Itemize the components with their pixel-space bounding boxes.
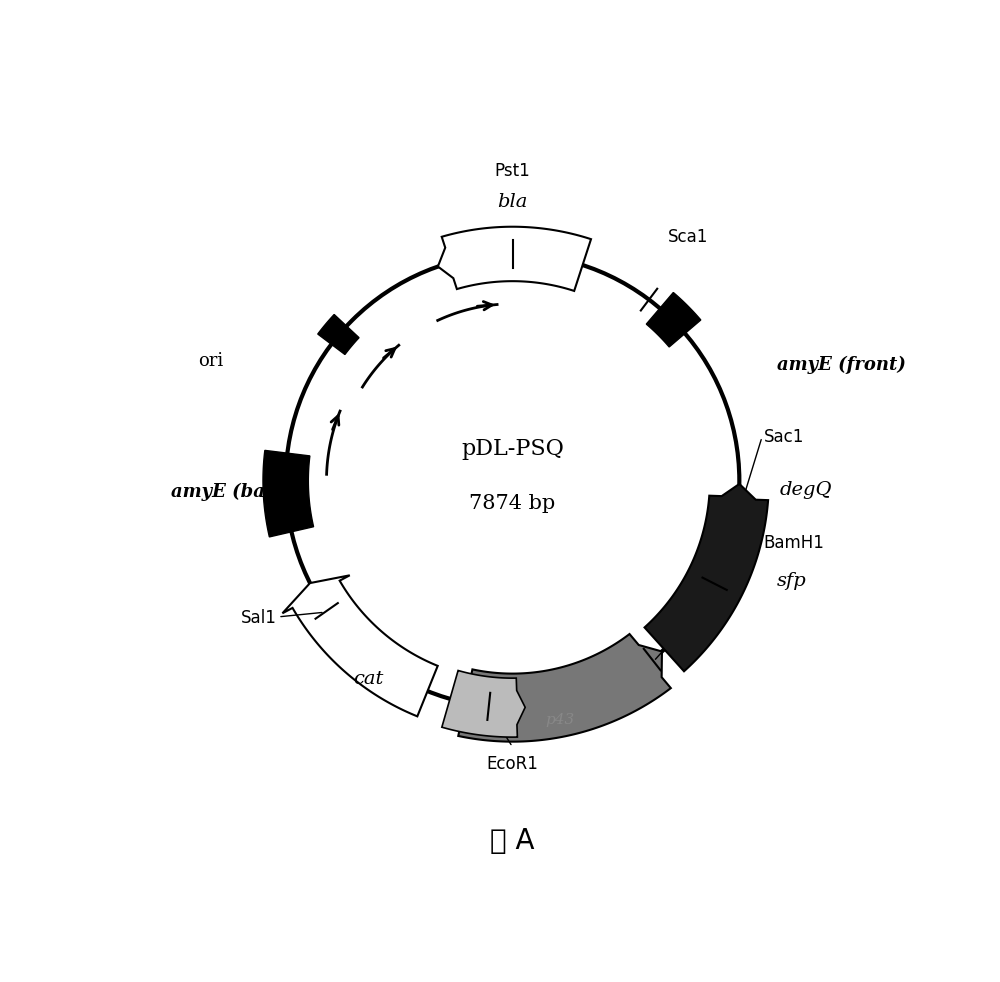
Polygon shape [318, 314, 359, 355]
Text: amyE (front): amyE (front) [777, 355, 906, 374]
Text: degQ: degQ [779, 481, 832, 499]
Text: 7874 bp: 7874 bp [469, 494, 556, 513]
Polygon shape [438, 227, 591, 291]
Text: Sca1: Sca1 [668, 228, 708, 246]
Polygon shape [645, 484, 768, 672]
Text: Pst1: Pst1 [495, 162, 530, 180]
Polygon shape [458, 634, 671, 741]
Text: pDL-PSQ: pDL-PSQ [461, 438, 564, 460]
Text: ori: ori [198, 353, 224, 370]
Polygon shape [282, 575, 438, 716]
Polygon shape [263, 451, 314, 537]
Text: 图 A: 图 A [490, 828, 535, 855]
Text: sfp: sfp [777, 572, 807, 589]
Polygon shape [646, 293, 701, 347]
Text: bla: bla [497, 192, 528, 211]
Text: amyE (back): amyE (back) [171, 483, 297, 501]
Text: EcoR1: EcoR1 [487, 755, 538, 773]
Polygon shape [442, 671, 525, 737]
Text: Sal1: Sal1 [241, 610, 277, 627]
Text: Sac1: Sac1 [764, 428, 804, 446]
Text: cat: cat [354, 670, 384, 687]
Text: BamH1: BamH1 [764, 534, 824, 552]
Text: p43: p43 [545, 713, 574, 727]
